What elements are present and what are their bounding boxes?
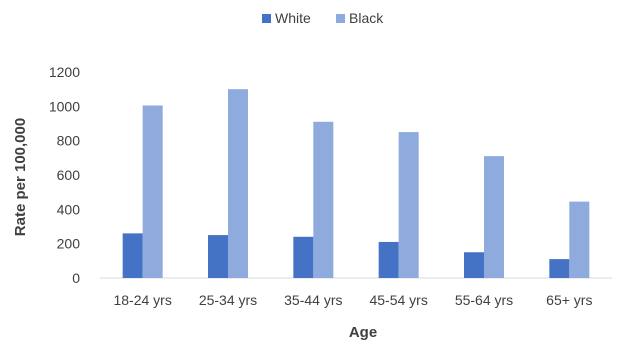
bar-black-3 <box>313 121 334 279</box>
legend-swatch-white <box>262 14 271 23</box>
bar-white-5 <box>464 252 484 278</box>
y-tick-label: 600 <box>57 167 81 183</box>
y-tick-label: 1200 <box>49 64 80 80</box>
x-axis-ticks: 18-24 yrs 25-34 yrs 35-44 yrs 45-54 yrs 55-6… <box>113 292 592 308</box>
bar-black-6 <box>569 201 590 278</box>
y-tick-label: 1000 <box>49 98 80 114</box>
y-axis-title: Rate per 100,000 <box>12 118 29 236</box>
bar-white-6 <box>549 259 570 278</box>
y-tick-label: 800 <box>57 133 81 149</box>
bar-white-2 <box>208 235 228 278</box>
bar-black-2 <box>228 89 248 279</box>
y-axis-ticks: 0 200 400 600 800 1000 1200 <box>49 64 80 286</box>
x-tick-label: 35-44 yrs <box>284 292 342 308</box>
bar-black-5 <box>484 156 504 278</box>
bar-black-4 <box>398 132 419 278</box>
x-axis-title: Age <box>349 324 377 341</box>
bar-white-4 <box>378 241 399 278</box>
x-tick-label: 65+ yrs <box>546 292 592 308</box>
bar-white-1 <box>122 233 143 278</box>
bar-black-1 <box>142 105 163 278</box>
x-tick-label: 25-34 yrs <box>199 292 257 308</box>
legend-label-black: Black <box>349 10 384 26</box>
legend-swatch-black <box>336 14 345 23</box>
x-tick-label: 45-54 yrs <box>369 292 427 308</box>
legend-label-white: White <box>275 10 311 26</box>
y-tick-label: 400 <box>57 201 81 217</box>
bars <box>122 89 590 279</box>
y-tick-label: 200 <box>57 236 81 252</box>
bar-white-3 <box>293 236 314 278</box>
y-tick-label: 0 <box>72 270 80 286</box>
legend: White Black <box>262 10 384 26</box>
x-tick-label: 55-64 yrs <box>455 292 513 308</box>
x-tick-label: 18-24 yrs <box>113 292 171 308</box>
